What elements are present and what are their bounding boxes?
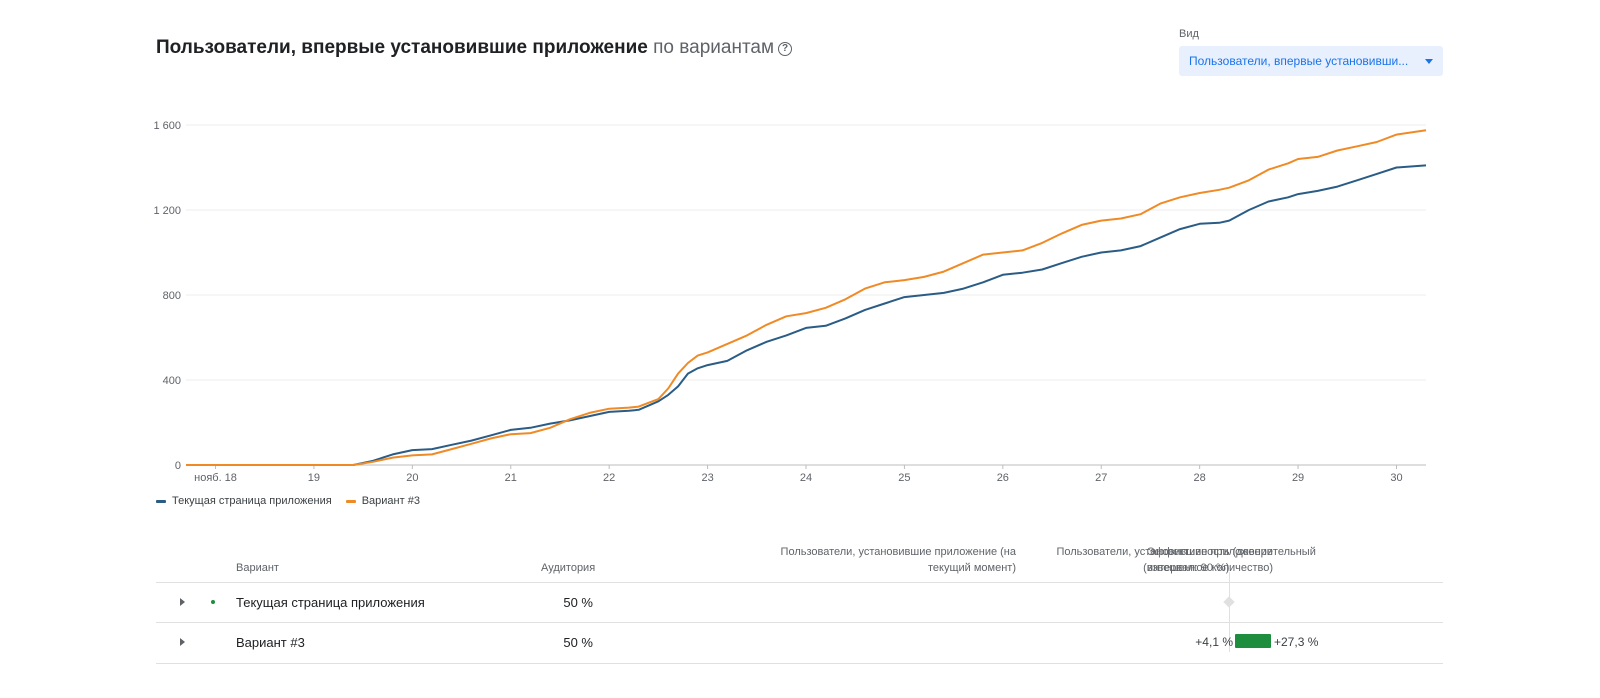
page-title: Пользователи, впервые установившие прило… xyxy=(156,37,793,59)
table-row[interactable]: Текущая страница приложения 50 % xyxy=(156,582,1443,623)
x-tick-label: 26 xyxy=(997,472,1009,484)
efficiency-high: +27,3 % xyxy=(1274,635,1319,649)
series-line-current xyxy=(186,164,1427,466)
col-header-variant: Вариант xyxy=(236,562,279,574)
chevron-down-icon xyxy=(1425,58,1433,64)
table-row[interactable]: Вариант #3 50 % xyxy=(156,622,1443,664)
col-header-installs-weighted-line1: Пользователи, установившие приложение xyxy=(1056,546,1273,558)
expand-arrow-icon[interactable] xyxy=(180,598,185,606)
y-tick-label: 800 xyxy=(163,290,181,302)
legend-swatch-current xyxy=(156,499,166,503)
series-line-variant xyxy=(186,129,1427,466)
efficiency-baseline xyxy=(1229,572,1230,652)
x-tick-label: 30 xyxy=(1390,472,1402,484)
chart-legend: Текущая страница приложения Вариант #3 xyxy=(156,495,420,507)
help-icon[interactable]: ? xyxy=(778,42,793,56)
col-header-installs-weighted: Пользователи, установившие приложение (в… xyxy=(1016,544,1273,576)
legend-swatch-variant xyxy=(345,499,356,503)
audience-value: 50 % xyxy=(563,595,593,610)
variant-name: Текущая страница приложения xyxy=(236,595,425,610)
view-dropdown-value: Пользователи, впервые установивши... xyxy=(1189,54,1409,68)
x-tick-label: 23 xyxy=(701,472,713,484)
col-header-installs-current: Пользователи, установившие приложение (н… xyxy=(746,544,1016,576)
title-suffix: по вариантам xyxy=(653,37,775,58)
x-tick-label: 27 xyxy=(1095,472,1107,484)
x-tick-label: 25 xyxy=(898,472,910,484)
x-tick-label: 21 xyxy=(505,472,517,484)
x-tick-label: 19 xyxy=(308,472,320,484)
legend-label-current: Текущая страница приложения xyxy=(172,495,332,507)
col-header-installs-current-line1: Пользователи, установившие приложение (н… xyxy=(780,546,1016,558)
view-label: Вид xyxy=(1179,28,1199,40)
y-tick-label: 400 xyxy=(163,375,181,387)
y-tick-label: 1 600 xyxy=(153,120,181,132)
col-header-efficiency-line2: интервал: 90 %) xyxy=(1147,562,1230,574)
x-tick-label: 29 xyxy=(1292,472,1304,484)
efficiency-interval-bar xyxy=(1235,634,1271,648)
x-tick-label: нояб. 18 xyxy=(194,472,237,484)
x-tick-label: 28 xyxy=(1194,472,1206,484)
col-header-installs-weighted-line2: (взвешенное количество) xyxy=(1143,562,1273,574)
title-main: Пользователи, впервые установившие прило… xyxy=(156,37,648,58)
x-tick-label: 22 xyxy=(603,472,615,484)
legend-item-variant[interactable]: Вариант #3 xyxy=(345,495,420,507)
baseline-dot-icon xyxy=(211,600,215,604)
audience-value: 50 % xyxy=(563,635,593,650)
legend-item-current[interactable]: Текущая страница приложения xyxy=(156,495,332,507)
col-header-efficiency-line1: Эффективность (доверительный xyxy=(1147,546,1316,558)
x-tick-label: 20 xyxy=(406,472,418,484)
y-tick-label: 0 xyxy=(175,460,181,472)
col-header-audience: Аудитория xyxy=(541,562,596,574)
x-tick-label: 24 xyxy=(800,472,812,484)
view-dropdown[interactable]: Пользователи, впервые установивши... xyxy=(1179,46,1443,76)
variant-name: Вариант #3 xyxy=(236,635,305,650)
line-chart: 0 400 800 1 200 1 600 нояб. 18 19 20 21 22 23 24 25 2… xyxy=(153,120,1427,484)
legend-label-variant: Вариант #3 xyxy=(361,495,420,507)
y-tick-label: 1 200 xyxy=(153,205,181,217)
col-header-efficiency: Эффективность (доверительный интервал: 9… xyxy=(1147,544,1316,576)
expand-arrow-icon[interactable] xyxy=(180,638,185,646)
col-header-installs-current-line2: текущий момент) xyxy=(928,562,1016,574)
efficiency-low: +4,1 % xyxy=(1195,635,1233,649)
